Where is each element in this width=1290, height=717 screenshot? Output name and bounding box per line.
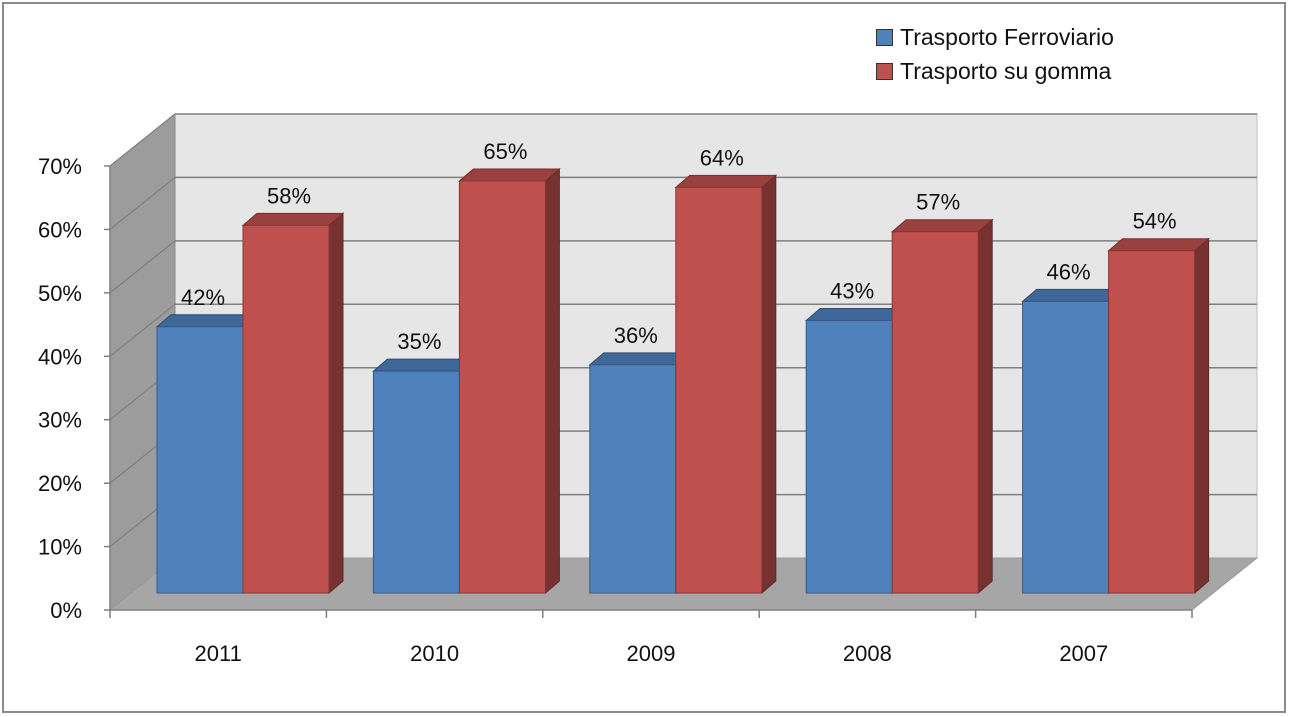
data-label: 54% [1133, 209, 1177, 234]
gridline-side [109, 113, 176, 167]
legend-swatch-ferroviario [876, 28, 893, 46]
x-tick-label: 2007 [1059, 641, 1108, 666]
y-tick-label: 60% [38, 217, 82, 242]
bar [589, 364, 677, 594]
legend-item-gomma: Trasporto su gomma [876, 54, 1114, 88]
data-label: 35% [397, 329, 441, 354]
bar [1108, 250, 1196, 594]
x-tick-label: 2011 [195, 641, 242, 666]
legend: Trasporto Ferroviario Trasporto su gomma [876, 20, 1114, 88]
gridline-side [109, 240, 176, 294]
bar-top [458, 168, 561, 182]
bar [805, 319, 893, 594]
bar-side [977, 218, 993, 595]
bar-top [674, 174, 778, 188]
x-tick-label: 2008 [843, 641, 892, 666]
gridline-side [109, 176, 176, 230]
bar [1022, 300, 1110, 594]
bar-top [804, 307, 908, 321]
data-label: 43% [830, 278, 874, 303]
labels: 0% 10% 20% 30% 40% 50% 60% 70% 2011 2010 2009 2008 2… [38, 139, 1177, 666]
data-label: 57% [916, 190, 960, 215]
data-label: 64% [700, 145, 744, 170]
y-tick-label: 10% [38, 535, 82, 560]
x-tick-label: 2009 [627, 641, 676, 666]
bar-top [588, 352, 692, 366]
axes [104, 165, 1193, 618]
bar-side [1194, 237, 1210, 595]
data-label: 42% [181, 285, 225, 310]
data-label: 46% [1047, 259, 1091, 284]
y-tick-label: 40% [38, 344, 82, 369]
legend-swatch-gomma [876, 62, 893, 80]
legend-item-ferroviario: Trasporto Ferroviario [876, 20, 1114, 54]
y-tick-label: 30% [38, 408, 82, 433]
bars [155, 167, 1210, 595]
y-tick-label: 20% [38, 471, 82, 496]
bar [675, 186, 763, 594]
y-tick-label: 70% [38, 154, 82, 179]
bar-top [1107, 238, 1210, 252]
bar-top [890, 219, 994, 233]
gridline-side [109, 303, 176, 357]
bar [891, 231, 979, 594]
y-tick-label: 50% [38, 281, 82, 306]
x-tick-label: 2010 [410, 641, 459, 666]
y-tick-label: 0% [50, 598, 82, 623]
data-label: 36% [614, 323, 658, 348]
bar-side [544, 167, 560, 595]
data-label: 58% [267, 183, 311, 208]
legend-label-ferroviario: Trasporto Ferroviario [900, 24, 1114, 50]
bar-side [328, 212, 344, 595]
bar-top [372, 358, 475, 372]
bar-top [1021, 288, 1124, 302]
bar [372, 370, 460, 594]
bar-side [761, 174, 777, 595]
bar-top [241, 212, 345, 226]
legend-label-gomma: Trasporto su gomma [900, 58, 1112, 84]
bar-top [155, 314, 259, 328]
data-label: 65% [483, 139, 527, 164]
bar [242, 224, 330, 594]
bar [156, 326, 244, 594]
bar [458, 180, 546, 594]
